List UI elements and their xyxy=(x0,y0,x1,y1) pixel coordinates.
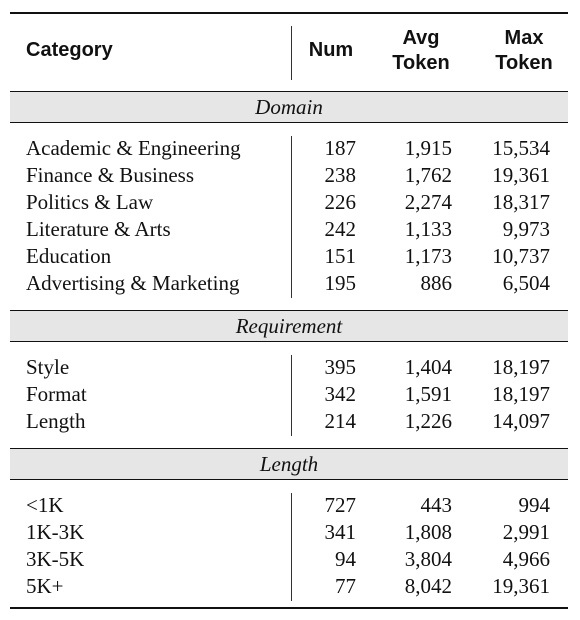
table-row: Length 214 1,226 14,097 xyxy=(10,408,568,435)
cell-avg-token: 1,591 xyxy=(405,381,452,408)
cell-max-token: 2,991 xyxy=(503,519,550,546)
cell-category: Length xyxy=(26,408,85,435)
cell-category: 1K-3K xyxy=(26,519,84,546)
header-category: Category xyxy=(26,38,113,63)
cell-avg-token: 1,133 xyxy=(405,216,452,243)
header-max-line2: Token xyxy=(484,51,564,76)
cell-num: 342 xyxy=(325,381,357,408)
cell-category: Academic & Engineering xyxy=(26,135,241,162)
header-max-token: Max Token xyxy=(484,26,564,76)
cell-max-token: 994 xyxy=(519,492,551,519)
cell-category: Format xyxy=(26,381,87,408)
cell-max-token: 14,097 xyxy=(492,408,550,435)
cell-max-token: 10,737 xyxy=(492,243,550,270)
table-row: Academic & Engineering 187 1,915 15,534 xyxy=(10,135,568,162)
cell-avg-token: 1,404 xyxy=(405,354,452,381)
top-rule xyxy=(10,12,568,14)
cell-avg-token: 1,173 xyxy=(405,243,452,270)
cell-category: Style xyxy=(26,354,69,381)
section-rule xyxy=(10,341,568,342)
cell-num: 151 xyxy=(325,243,357,270)
cell-max-token: 4,966 xyxy=(503,546,550,573)
cell-category: Advertising & Marketing xyxy=(26,270,239,297)
header-num: Num xyxy=(306,38,356,63)
cell-num: 195 xyxy=(325,270,357,297)
cell-max-token: 18,197 xyxy=(492,354,550,381)
table-row: 3K-5K 94 3,804 4,966 xyxy=(10,546,568,573)
cell-num: 242 xyxy=(325,216,357,243)
table-row: Education 151 1,173 10,737 xyxy=(10,243,568,270)
cell-max-token: 19,361 xyxy=(492,573,550,600)
section-title-domain: Domain xyxy=(10,92,568,122)
table-row: <1K 727 443 994 xyxy=(10,492,568,519)
cell-num: 341 xyxy=(325,519,357,546)
cell-avg-token: 3,804 xyxy=(405,546,452,573)
cell-num: 727 xyxy=(325,492,357,519)
cell-num: 94 xyxy=(335,546,356,573)
cell-category: Literature & Arts xyxy=(26,216,171,243)
table-row: 5K+ 77 8,042 19,361 xyxy=(10,573,568,600)
cell-num: 77 xyxy=(335,573,356,600)
cell-avg-token: 1,915 xyxy=(405,135,452,162)
cell-avg-token: 1,762 xyxy=(405,162,452,189)
cell-avg-token: 2,274 xyxy=(405,189,452,216)
cell-avg-token: 8,042 xyxy=(405,573,452,600)
cell-num: 214 xyxy=(325,408,357,435)
table-row: Literature & Arts 242 1,133 9,973 xyxy=(10,216,568,243)
table-row: Finance & Business 238 1,762 19,361 xyxy=(10,162,568,189)
table-row: Politics & Law 226 2,274 18,317 xyxy=(10,189,568,216)
cell-max-token: 15,534 xyxy=(492,135,550,162)
cell-category: Politics & Law xyxy=(26,189,153,216)
header-avg-token: Avg Token xyxy=(384,26,458,76)
section-title-length: Length xyxy=(10,449,568,479)
cell-category: Finance & Business xyxy=(26,162,194,189)
cell-max-token: 18,317 xyxy=(492,189,550,216)
table-row: Format 342 1,591 18,197 xyxy=(10,381,568,408)
cell-category: Education xyxy=(26,243,111,270)
cell-max-token: 9,973 xyxy=(503,216,550,243)
cell-category: <1K xyxy=(26,492,64,519)
header-column-divider xyxy=(291,26,292,80)
cell-max-token: 18,197 xyxy=(492,381,550,408)
table-row: Style 395 1,404 18,197 xyxy=(10,354,568,381)
section-title-requirement: Requirement xyxy=(10,311,568,341)
cell-avg-token: 1,808 xyxy=(405,519,452,546)
header-avg-line2: Token xyxy=(384,51,458,76)
section-rule xyxy=(10,479,568,480)
section-rule xyxy=(10,122,568,123)
cell-avg-token: 886 xyxy=(421,270,453,297)
cell-num: 395 xyxy=(325,354,357,381)
cell-avg-token: 1,226 xyxy=(405,408,452,435)
cell-num: 226 xyxy=(325,189,357,216)
cell-category: 3K-5K xyxy=(26,546,84,573)
table-row: 1K-3K 341 1,808 2,991 xyxy=(10,519,568,546)
cell-category: 5K+ xyxy=(26,573,64,600)
bottom-rule xyxy=(10,607,568,609)
table-row: Advertising & Marketing 195 886 6,504 xyxy=(10,270,568,297)
cell-max-token: 19,361 xyxy=(492,162,550,189)
header-max-line1: Max xyxy=(484,26,564,51)
header-avg-line1: Avg xyxy=(384,26,458,51)
cell-avg-token: 443 xyxy=(421,492,453,519)
cell-max-token: 6,504 xyxy=(503,270,550,297)
cell-num: 238 xyxy=(325,162,357,189)
cell-num: 187 xyxy=(325,135,357,162)
